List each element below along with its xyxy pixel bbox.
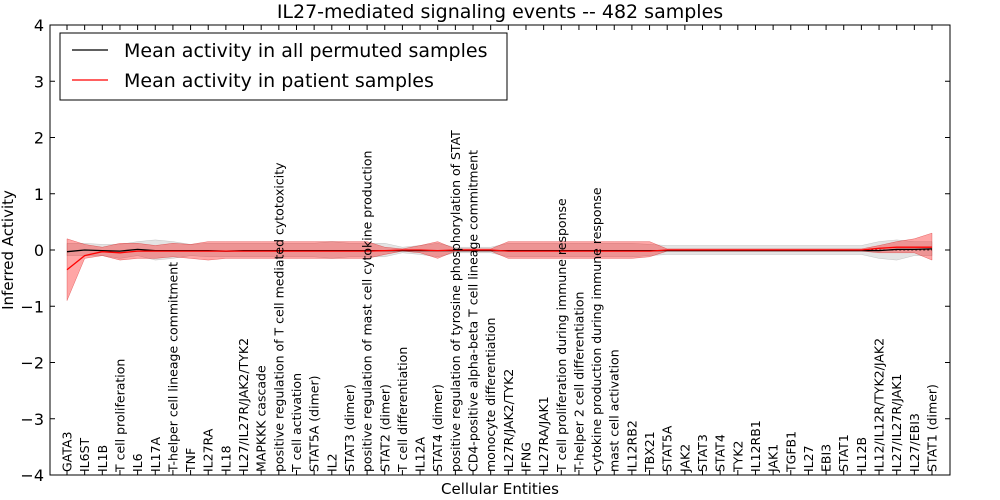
y-tick-label: 4 xyxy=(34,16,44,35)
x-tick-label: T-helper cell lineage commitment xyxy=(165,262,180,473)
x-tick-label: EBI3 xyxy=(819,444,834,472)
chart-title: IL27-mediated signaling events -- 482 sa… xyxy=(277,1,723,23)
x-tick-label: TNF xyxy=(183,448,198,473)
x-axis-label: Cellular Entities xyxy=(441,480,559,498)
series-line-patient xyxy=(66,246,932,271)
x-tick-label: monocyte differentiation xyxy=(483,318,498,472)
x-tick-label: IL27RA/JAK1 xyxy=(536,396,551,472)
x-tick-label: STAT5A xyxy=(660,425,675,472)
x-tick-label: STAT1 (dimer) xyxy=(925,384,940,472)
x-tick-label: STAT4 (dimer) xyxy=(430,384,445,472)
legend: Mean activity in all permuted samples Me… xyxy=(59,32,508,101)
y-tick-label: 3 xyxy=(34,72,44,91)
x-tick-label: IL6ST xyxy=(77,437,92,472)
x-tick-label: IL6 xyxy=(130,453,145,472)
x-tick-label: IL12/IL12R/TYK2/JAK2 xyxy=(872,338,887,472)
y-axis-label: Inferred Activity xyxy=(0,190,17,310)
x-tick-label: STAT3 (dimer) xyxy=(342,384,357,472)
x-tick-label: positive regulation of mast cell cytokin… xyxy=(360,151,375,472)
x-tick-label: TGFB1 xyxy=(783,431,798,473)
legend-label-patient: Mean activity in patient samples xyxy=(124,70,434,92)
y-tick-label: 1 xyxy=(34,185,44,204)
x-tick-label: T-helper 2 cell differentiation xyxy=(571,292,586,473)
x-tick-label: IL27/IL27R/JAK2/TYK2 xyxy=(236,338,251,472)
x-tick-label: JAK2 xyxy=(677,444,692,473)
y-tick-label: −2 xyxy=(20,354,44,373)
x-tick-label: MAPKKK cascade xyxy=(254,365,269,472)
x-tick-label: IL12RB2 xyxy=(624,420,639,472)
x-tick-label: IL18 xyxy=(218,445,233,472)
x-tick-label: positive regulation of tyrosine phosphor… xyxy=(448,130,463,472)
legend-label-permuted: Mean activity in all permuted samples xyxy=(124,40,487,62)
x-axis: GATA3 IL6ST IL1B T cell proliferation IL6 IL1… xyxy=(60,25,940,475)
x-tick-label: IL1B xyxy=(95,445,110,472)
x-tick-label: IL12B xyxy=(854,437,869,472)
legend-box xyxy=(59,32,508,101)
x-tick-label: CD4-positive alpha-beta T cell lineage c… xyxy=(466,150,481,472)
x-tick-label: IL12RB1 xyxy=(748,420,763,472)
y-tick-label: 0 xyxy=(34,241,44,260)
x-tick-label: IL27R/JAK2/TYK2 xyxy=(501,369,516,472)
x-tick-label: T cell differentiation xyxy=(395,347,410,473)
x-tick-label: STAT2 (dimer) xyxy=(377,384,392,472)
x-tick-label: T cell proliferation during immune respo… xyxy=(554,198,569,473)
x-tick-label: TYK2 xyxy=(730,441,745,473)
x-tick-label: IFNG xyxy=(519,442,534,472)
series-lines xyxy=(66,246,933,271)
x-tick-label: cytokine production during immune respon… xyxy=(589,187,604,472)
x-tick-label: IL17A xyxy=(148,436,163,472)
x-tick-label: STAT1 xyxy=(836,434,851,472)
x-tick-label: TBX21 xyxy=(642,431,657,473)
x-tick-label: positive regulation of T cell mediated c… xyxy=(271,162,286,472)
x-tick-label: STAT3 xyxy=(695,434,710,472)
x-tick-label: STAT4 xyxy=(713,434,728,472)
x-tick-label: T cell activation xyxy=(289,373,304,473)
y-tick-label: −1 xyxy=(20,297,44,316)
x-tick-label: GATA3 xyxy=(60,432,75,472)
x-tick-label: T cell proliferation xyxy=(113,359,128,473)
y-tick-label: −3 xyxy=(20,410,44,429)
y-axis: −4 −3 −2 −1 0 1 2 3 4 xyxy=(20,16,950,485)
x-tick-label: STAT5A (dimer) xyxy=(307,376,322,472)
x-tick-label: IL27/IL27R/JAK1 xyxy=(889,374,904,472)
x-tick-label: JAK1 xyxy=(766,444,781,473)
x-tick-label: IL2 xyxy=(324,453,339,472)
x-tick-label: IL27RA xyxy=(201,428,216,472)
x-tick-label: IL27 xyxy=(801,445,816,472)
y-tick-label: 2 xyxy=(34,129,44,148)
x-tick-label: mast cell activation xyxy=(607,349,622,472)
y-tick-label: −4 xyxy=(20,466,44,485)
x-tick-label: IL12A xyxy=(413,436,428,472)
x-tick-label: IL27/EBI3 xyxy=(907,413,922,472)
